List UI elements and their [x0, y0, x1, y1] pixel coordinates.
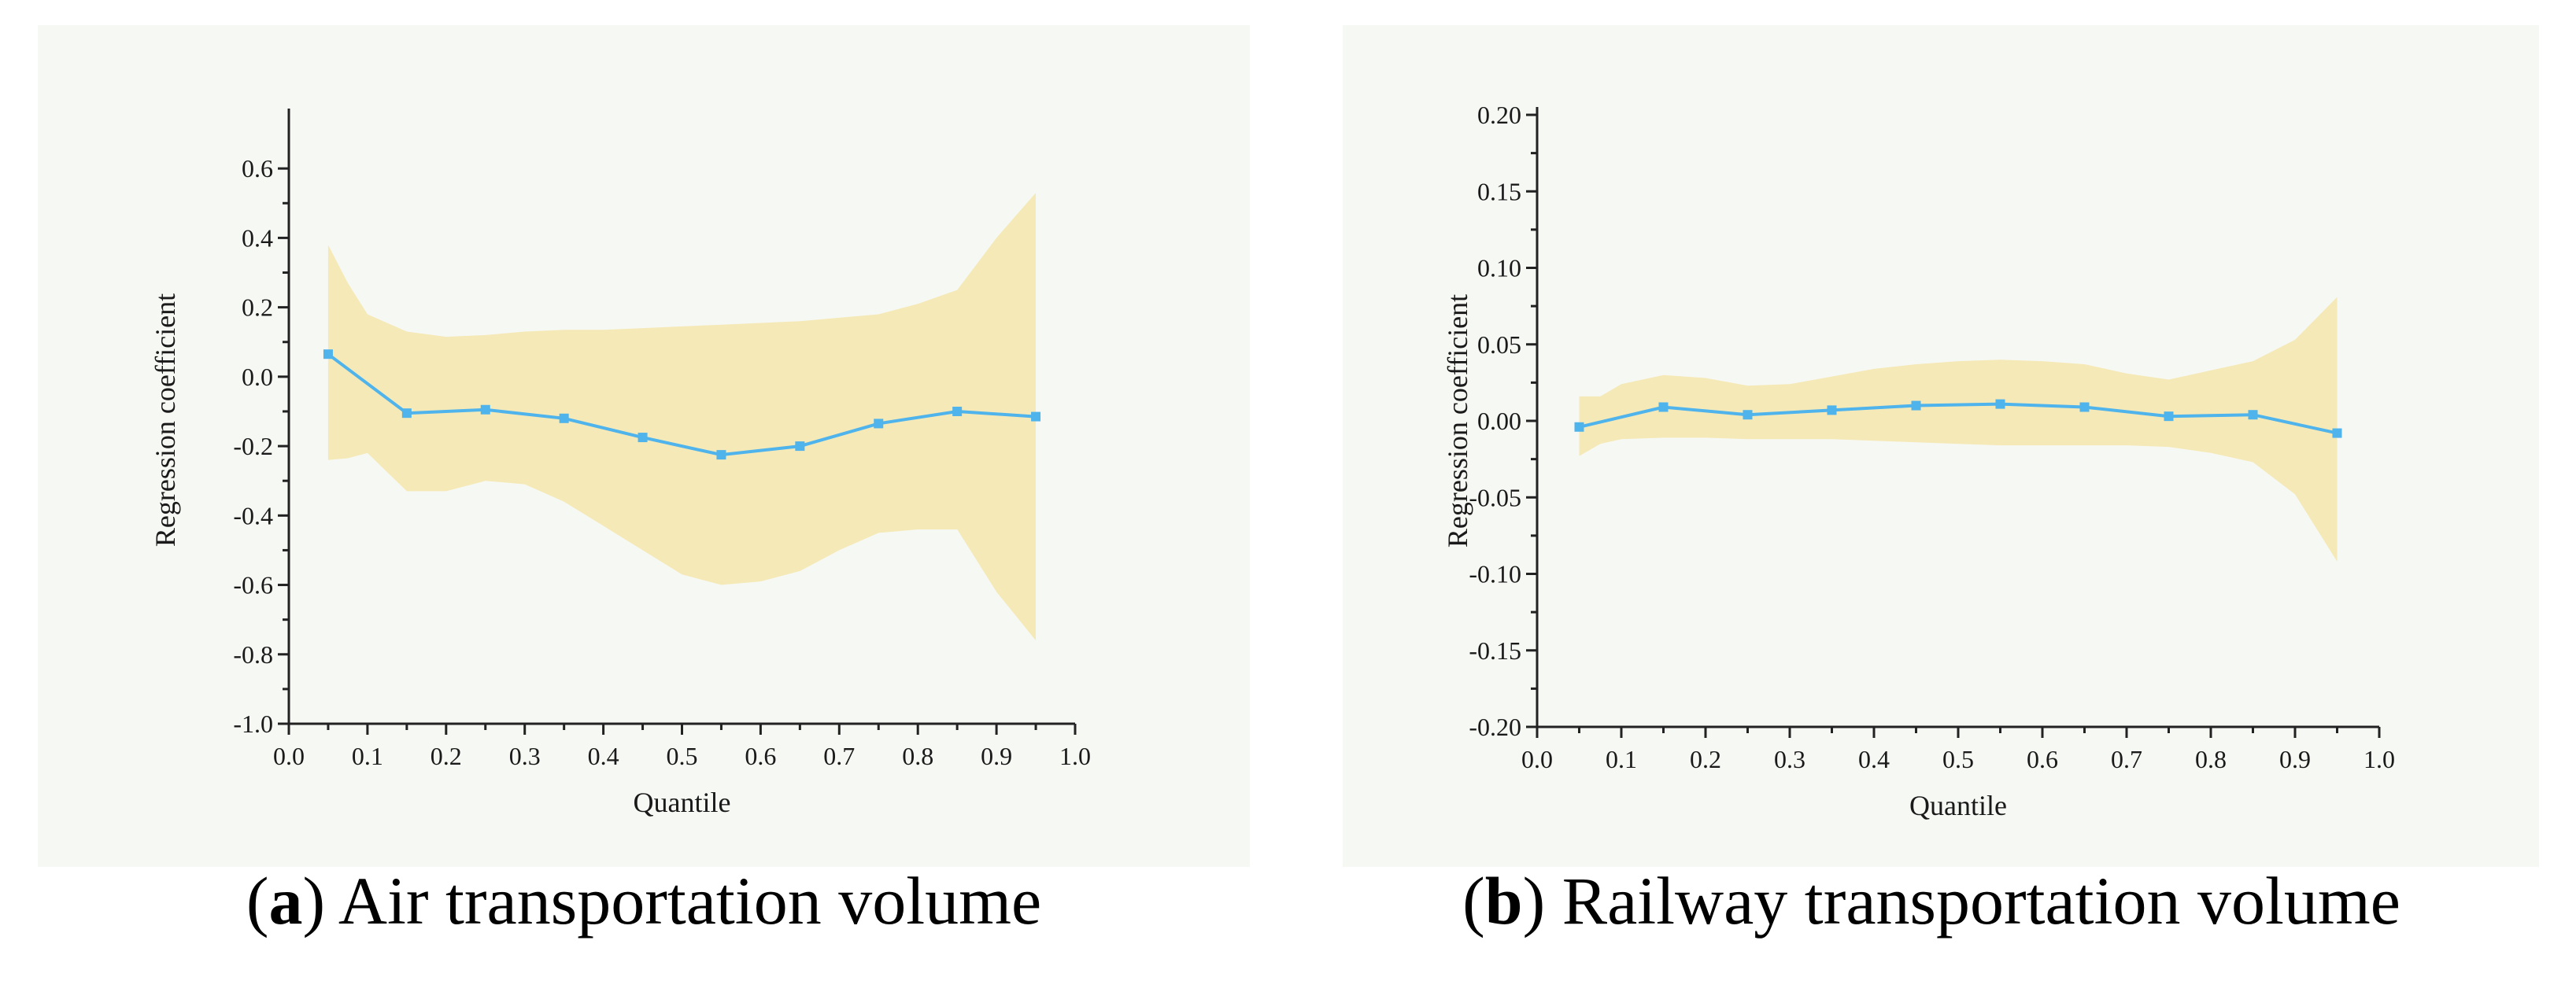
chart-b-y-tick-label: -0.20: [1469, 713, 1521, 741]
chart-a-data-point: [480, 404, 490, 415]
chart-b-data-point: [2248, 410, 2258, 420]
chart-b-series-line: [1579, 402, 2338, 435]
chart-b-x-tick-label: 0.2: [1690, 745, 1721, 773]
chart-b-x-tick-label: 0.4: [1858, 745, 1890, 773]
chart-b-y-tick-label: 0.15: [1477, 177, 1521, 205]
chart-a-x-tick-label: 0.9: [981, 742, 1012, 770]
chart-panel-a: -1.0 -0.8 -0.6 -0.4 -0.2 0.0 0.2 0.4 0.6 0.0 0.1 0.…: [38, 25, 1250, 939]
chart-a-y-tick-label: 0.2: [242, 293, 273, 322]
chart-b-data-point: [2079, 402, 2090, 412]
chart-a-y-tick-label: 0.0: [242, 363, 273, 391]
chart-a-svg: -1.0 -0.8 -0.6 -0.4 -0.2 0.0 0.2 0.4 0.6 0.0 0.1 0.…: [38, 25, 1250, 867]
chart-a-y-tick-label: -0.8: [233, 640, 273, 669]
chart-b-x-axis-label: Quantile: [1909, 790, 2007, 821]
chart-b-x-tick-label: 0.6: [2027, 745, 2058, 773]
chart-a-x-tick-label: 0.4: [588, 742, 619, 770]
chart-b-x-tick-label: 0.7: [2111, 745, 2142, 773]
chart-b-data-point: [1658, 402, 1669, 412]
chart-b-y-tick-label: -0.05: [1469, 483, 1521, 511]
chart-a-x-tick-label: 0.2: [431, 742, 462, 770]
chart-a-data-point: [874, 419, 884, 429]
chart-a-data-point: [795, 441, 805, 452]
caption-a-text: Air transportation volume: [338, 863, 1042, 939]
chart-a-data-point: [638, 433, 648, 443]
chart-b-x-tick-label: 0.9: [2279, 745, 2311, 773]
chart-b-y-axis-label: Regression coefficient: [1442, 294, 1473, 548]
chart-a-data-point: [323, 349, 333, 360]
caption-b: (b) Railway transportation volume: [1462, 863, 2400, 939]
chart-a-data-point: [716, 450, 726, 460]
chart-a-y-tick-label: -0.2: [233, 432, 273, 460]
chart-b-background: [1343, 25, 2539, 867]
chart-a-x-tick-label: 0.6: [745, 742, 776, 770]
chart-a-x-tick-label: 0.0: [273, 742, 305, 770]
chart-b-x-tick-label: 0.8: [2195, 745, 2227, 773]
chart-b-x-tick-label: 0.5: [1942, 745, 1974, 773]
chart-a-data-point: [559, 413, 569, 423]
chart-panel-b: -0.20 -0.15 -0.10 -0.05 0.00 0.05 0.10 0.15 0.20…: [1288, 0, 2575, 992]
chart-a-y-tick-label: -0.6: [233, 571, 273, 599]
chart-b-confidence-band: [1579, 297, 2338, 562]
chart-a-x-tick-label: 0.7: [823, 742, 855, 770]
chart-a-x-tick-label: 1.0: [1059, 742, 1091, 770]
chart-b-x-tick-label: 1.0: [2363, 745, 2395, 773]
chart-b-data-point: [2164, 411, 2174, 422]
chart-b-data-point: [2332, 428, 2342, 438]
chart-a-data-point: [1031, 411, 1041, 422]
chart-b-y-tick-label: -0.15: [1469, 636, 1521, 665]
chart-b-y-tick-label: 0.00: [1477, 407, 1521, 435]
chart-b-data-point: [1574, 422, 1584, 432]
caption-b-letter: b: [1484, 863, 1523, 939]
chart-a-y-tick-label: 0.4: [242, 223, 273, 252]
chart-a-data-point: [952, 406, 963, 416]
caption-a: (a) Air transportation volume: [246, 863, 1042, 939]
caption-a-letter: a: [268, 863, 303, 939]
chart-a-x-tick-label: 0.3: [509, 742, 541, 770]
chart-a-x-tick-label: 0.8: [902, 742, 933, 770]
chart-a-y-tick-label: -1.0: [233, 710, 273, 738]
chart-b-y-tick-label: 0.05: [1477, 330, 1521, 359]
chart-b-x-tick-label: 0.3: [1774, 745, 1805, 773]
chart-a-x-tick-label: 0.1: [352, 742, 383, 770]
chart-b-data-point: [1995, 399, 2005, 409]
chart-b-x-tick-label: 0.0: [1521, 745, 1553, 773]
chart-a-y-tick-label: 0.6: [242, 154, 273, 183]
chart-b-y-tick-label: -0.10: [1469, 560, 1521, 588]
chart-b-data-point: [1827, 405, 1837, 415]
chart-b-y-tick-label: 0.10: [1477, 254, 1521, 282]
chart-a-series-line: [327, 352, 1037, 457]
chart-a-y-axis-label: Regression coefficient: [150, 293, 181, 547]
chart-b-data-point: [1911, 400, 1921, 411]
chart-b-svg: -0.20-0.15-0.10-0.050.000.050.100.150.20…: [1343, 25, 2539, 867]
chart-b-y-tick-label: 0.20: [1477, 101, 1521, 129]
chart-b-x-tick-label: 0.1: [1606, 745, 1637, 773]
chart-a-x-axis-label: Quantile: [634, 787, 731, 818]
chart-a-data-point: [401, 408, 412, 419]
chart-a-confidence-band: [327, 193, 1036, 641]
chart-a-y-tick-label: -0.4: [233, 501, 273, 529]
chart-b-data-point: [1743, 410, 1753, 420]
caption-b-text: Railway transportation volume: [1561, 863, 2400, 939]
chart-a-x-tick-label: 0.5: [667, 742, 698, 770]
